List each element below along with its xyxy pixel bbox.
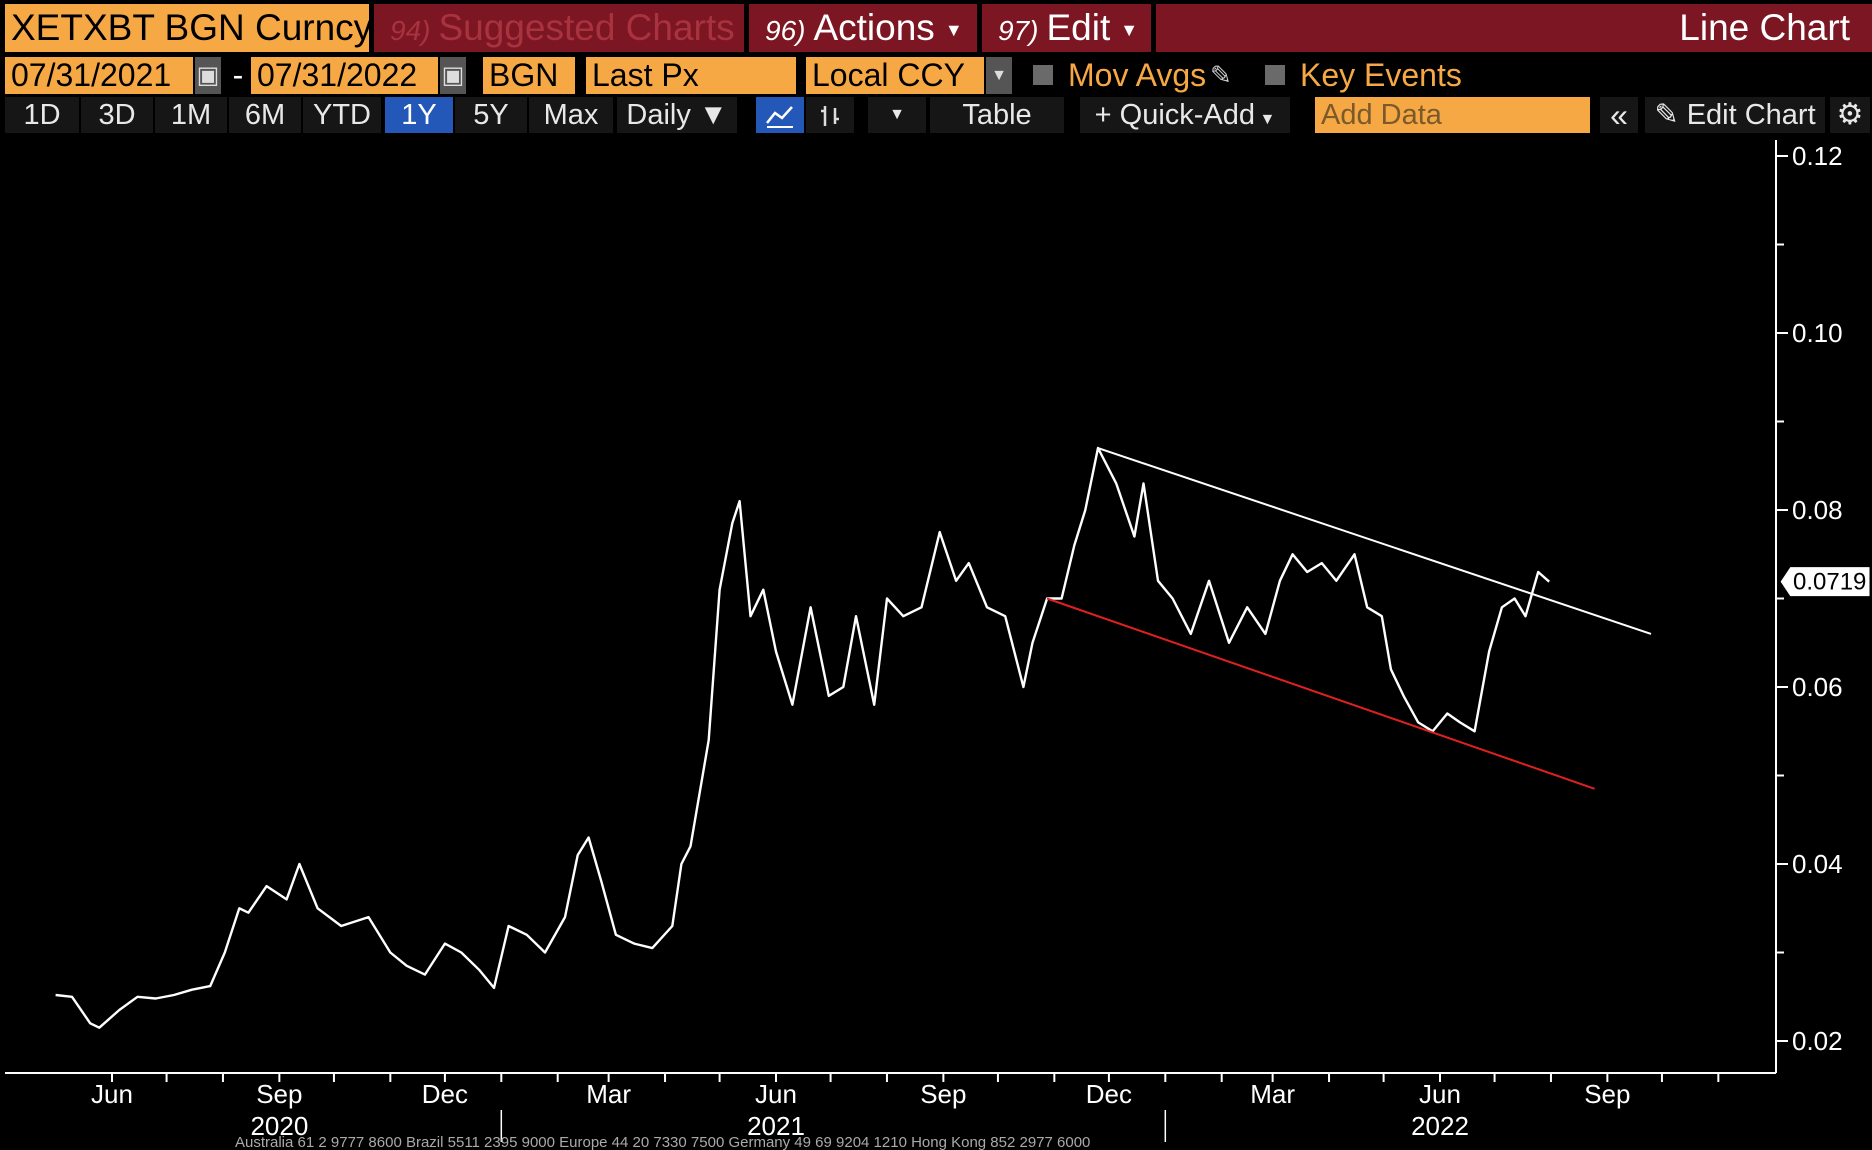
mov-avgs-label[interactable]: Mov Avgs xyxy=(1068,57,1207,93)
y-tick-label: 0.02 xyxy=(1792,1026,1843,1056)
collapse-icon[interactable]: « xyxy=(1600,97,1638,133)
chevron-down-icon: ▼ xyxy=(1120,20,1139,41)
actions-number: 96) xyxy=(765,15,806,46)
chevron-down-icon: ▼ xyxy=(690,99,728,131)
source-field[interactable]: BGN xyxy=(483,57,575,94)
chevron-down-icon: ▼ xyxy=(944,20,963,41)
edit-menu[interactable]: 97) Edit ▼ xyxy=(982,4,1151,52)
actions-menu[interactable]: 96) Actions ▼ xyxy=(749,4,977,52)
footer-contact-text: Australia 61 2 9777 8600 Brazil 5511 239… xyxy=(235,1134,1090,1150)
period-button-3d[interactable]: 3D xyxy=(81,97,153,133)
x-year-label: 2021 xyxy=(747,1111,805,1141)
period-button-1m[interactable]: 1M xyxy=(155,97,227,133)
x-tick-label: Dec xyxy=(1086,1079,1132,1109)
actions-label: Actions xyxy=(813,7,935,48)
currency-select[interactable]: Local CCY xyxy=(806,57,984,94)
pencil-icon: ✎ xyxy=(1654,99,1687,131)
gear-icon[interactable]: ⚙ xyxy=(1830,97,1870,133)
bar-chart-icon[interactable] xyxy=(806,97,854,133)
period-button-5y[interactable]: 5Y xyxy=(455,97,527,133)
price-field-select[interactable]: Last Px xyxy=(586,57,796,94)
x-year-label: 2022 xyxy=(1411,1111,1469,1141)
end-date-field[interactable]: 07/31/2022 xyxy=(251,57,438,94)
y-tick-label: 0.12 xyxy=(1792,141,1843,171)
chevron-down-icon: ▼ xyxy=(1255,111,1276,128)
period-button-6m[interactable]: 6M xyxy=(229,97,301,133)
y-tick-label: 0.10 xyxy=(1792,318,1843,348)
last-value-label-box: 0.0719 xyxy=(1779,566,1871,598)
quick-add-label: + Quick-Add xyxy=(1094,99,1256,131)
suggested-charts-label: Suggested Charts xyxy=(438,7,735,48)
edit-number: 97) xyxy=(998,15,1039,46)
calendar-icon[interactable]: ▣ xyxy=(440,57,466,94)
mov-avgs-checkbox[interactable] xyxy=(1033,65,1053,85)
edit-label: Edit xyxy=(1046,7,1111,48)
calendar-icon[interactable]: ▣ xyxy=(195,57,221,94)
last-value-tag xyxy=(1779,566,1871,598)
chart-background xyxy=(0,136,1872,1150)
last-value-text: 0.0719 xyxy=(1793,569,1866,596)
frequency-select[interactable]: Daily ▼ xyxy=(617,97,737,133)
x-tick-label: Jun xyxy=(755,1079,797,1109)
x-tick-label: Jun xyxy=(91,1079,133,1109)
x-tick-label: Dec xyxy=(422,1079,468,1109)
period-button-max[interactable]: Max xyxy=(529,97,613,133)
add-data-input[interactable]: Add Data xyxy=(1315,97,1590,133)
suggested-charts-menu[interactable]: 94) Suggested Charts xyxy=(374,4,744,52)
x-tick-label: Sep xyxy=(256,1079,302,1109)
period-button-1d[interactable]: 1D xyxy=(5,97,79,133)
date-separator: - xyxy=(232,57,244,93)
y-axis: 0.02 0.04 0.06 0.08 0.10 0.12 xyxy=(1776,141,1843,1056)
edit-chart-label: Edit Chart xyxy=(1686,99,1816,131)
x-year-label: 2020 xyxy=(250,1111,308,1141)
chart-type-title: Line Chart xyxy=(1156,4,1872,52)
suggested-charts-number: 94) xyxy=(390,15,431,46)
x-tick-label: Mar xyxy=(1250,1079,1295,1109)
price-series-line xyxy=(55,446,1550,1029)
quick-add-button[interactable]: + Quick-Add ▼ xyxy=(1080,97,1290,133)
start-date-field[interactable]: 07/31/2021 xyxy=(5,57,193,94)
x-tick-label: Sep xyxy=(1584,1079,1630,1109)
key-events-checkbox[interactable] xyxy=(1265,65,1285,85)
edit-chart-button[interactable]: ✎ Edit Chart xyxy=(1645,97,1825,133)
support-trendline xyxy=(1046,597,1595,790)
x-tick-label: Mar xyxy=(586,1079,631,1109)
chevron-down-icon[interactable]: ▼ xyxy=(986,57,1012,94)
line-chart-icon[interactable] xyxy=(756,97,804,133)
key-events-label[interactable]: Key Events xyxy=(1300,57,1462,93)
y-tick-label: 0.06 xyxy=(1792,672,1843,702)
y-tick-label: 0.08 xyxy=(1792,495,1843,525)
period-button-ytd[interactable]: YTD xyxy=(303,97,381,133)
table-button[interactable]: Table xyxy=(930,97,1064,133)
period-button-1y[interactable]: 1Y xyxy=(385,97,453,133)
x-tick-label: Jun xyxy=(1419,1079,1461,1109)
ticker-field[interactable]: XETXBT BGN Curncy xyxy=(5,4,372,52)
y-tick-label: 0.04 xyxy=(1792,849,1843,879)
x-tick-label: Sep xyxy=(920,1079,966,1109)
pencil-icon[interactable]: ✎ xyxy=(1210,60,1232,90)
price-chart[interactable]: 0.02 0.04 0.06 0.08 0.10 0.12 Jun Sep Dec Mar Jun… xyxy=(0,136,1872,1150)
chevron-down-icon[interactable]: ▼ xyxy=(868,97,926,133)
frequency-label: Daily xyxy=(626,99,691,131)
resistance-trendline xyxy=(1097,447,1652,635)
